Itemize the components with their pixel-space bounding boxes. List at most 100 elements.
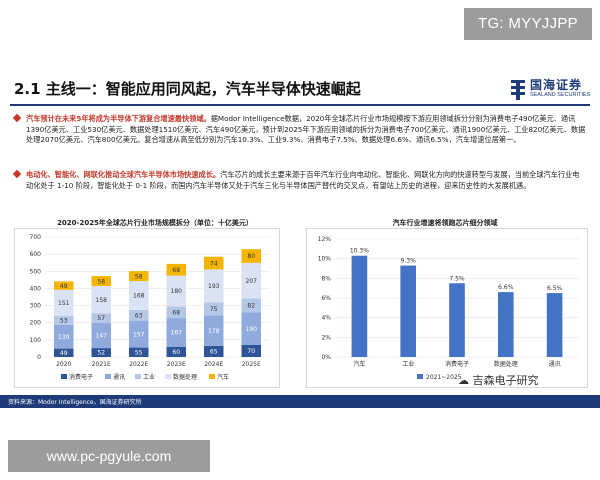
bar-segment bbox=[241, 312, 261, 345]
bar-segment bbox=[204, 269, 224, 303]
data-label: 168 bbox=[133, 293, 145, 300]
data-label: 178 bbox=[208, 328, 220, 335]
bar-segment bbox=[166, 275, 186, 307]
y-tick-label: 0% bbox=[321, 354, 331, 361]
data-label: 82 bbox=[247, 303, 255, 310]
y-tick-label: 700 bbox=[30, 234, 42, 241]
data-label: 75 bbox=[210, 306, 218, 313]
data-label: 139 bbox=[58, 334, 70, 341]
bar-segment bbox=[204, 345, 224, 357]
growth-bar-chart: 0% 2% 4% 6% 8% 10% 12% 10.3% 汽车 9.3% 工业 7.5% 消费电子 6.6… bbox=[318, 236, 579, 381]
legend-label: 数据处理 bbox=[173, 373, 197, 381]
x-tick-label: 数据处理 bbox=[494, 360, 518, 368]
chat-bubble-icon: ☁ bbox=[458, 374, 469, 387]
legend-swatch bbox=[417, 374, 423, 379]
bar-segment bbox=[54, 289, 74, 316]
y-tick-label: 500 bbox=[30, 268, 42, 275]
data-label: 49 bbox=[60, 350, 68, 357]
x-tick-label: 通讯 bbox=[549, 360, 561, 368]
y-tick-label: 4% bbox=[321, 315, 331, 322]
x-tick-label: 2025E bbox=[242, 361, 261, 368]
watermark-top: TG: MYYJJPP bbox=[464, 8, 592, 40]
x-tick-label: 2024E bbox=[204, 361, 223, 368]
paragraph-1-text: 据Modor Intelligence数据，2020年全球芯片行业市场规模按下游… bbox=[26, 114, 586, 145]
company-logo: 国海证券 SEALAND SECURITIES bbox=[510, 76, 596, 104]
bar-segment bbox=[54, 281, 74, 290]
legend-swatch bbox=[105, 374, 111, 379]
legend-swatch bbox=[209, 374, 215, 379]
data-label: 158 bbox=[96, 297, 108, 304]
data-label: 68 bbox=[172, 309, 180, 316]
data-label: 55 bbox=[135, 349, 143, 356]
header-divider bbox=[10, 104, 590, 106]
data-label: 147 bbox=[96, 333, 108, 340]
bar-segment bbox=[129, 309, 149, 321]
data-label: 7.5% bbox=[449, 275, 465, 282]
y-tick-label: 10% bbox=[318, 256, 332, 263]
data-label: 58 bbox=[135, 273, 143, 280]
bar-segment bbox=[91, 313, 111, 323]
y-tick-label: 100 bbox=[30, 337, 42, 344]
legend-label: 工业 bbox=[143, 373, 155, 381]
bar-segment bbox=[129, 320, 149, 348]
data-label: 180 bbox=[171, 288, 183, 295]
bar-segment bbox=[166, 306, 186, 319]
y-tick-label: 300 bbox=[30, 303, 42, 310]
bar bbox=[546, 293, 563, 357]
bar-segment bbox=[204, 256, 224, 270]
data-label: 52 bbox=[97, 350, 105, 357]
x-tick-label: 2021E bbox=[92, 361, 111, 368]
source-note: 资料来源：Modor Intelligence，国海证券研究所 bbox=[8, 399, 142, 406]
bar-segment bbox=[241, 249, 261, 263]
data-label: 157 bbox=[133, 331, 145, 338]
bar-segment bbox=[54, 348, 74, 357]
legend-label: 汽车 bbox=[217, 373, 229, 381]
bar-segment bbox=[166, 346, 186, 357]
y-tick-label: 8% bbox=[321, 275, 331, 282]
bar-segment bbox=[129, 271, 149, 282]
stacked-bar-chart: 0 100 200 300 400 500 600 700 49 139 53 151 49 2020 52… bbox=[30, 234, 270, 381]
bar-segment bbox=[129, 347, 149, 357]
bar-segment bbox=[91, 348, 111, 357]
bar-segment bbox=[204, 315, 224, 346]
chart-2-panel: 0% 2% 4% 6% 8% 10% 12% 10.3% 汽车 9.3% 工业 7.5% 消费电子 6.6… bbox=[306, 228, 588, 388]
bar bbox=[400, 265, 417, 357]
bar-segment bbox=[54, 315, 74, 325]
chart-1-panel: 0 100 200 300 400 500 600 700 49 139 53 151 49 2020 52… bbox=[14, 228, 280, 388]
data-label: 151 bbox=[58, 300, 70, 307]
bar bbox=[497, 292, 514, 357]
watermark-mid: ☁ 吉森电子研究 bbox=[458, 372, 539, 388]
bar-segment bbox=[91, 276, 111, 287]
logo-emblem-icon bbox=[511, 80, 525, 100]
data-label: 49 bbox=[60, 283, 68, 290]
legend-label: 通讯 bbox=[113, 373, 125, 381]
logo-name-en: SEALAND SECURITIES bbox=[530, 92, 591, 98]
data-label: 70 bbox=[247, 348, 255, 355]
y-tick-label: 0 bbox=[37, 354, 41, 361]
legend-swatch bbox=[61, 374, 67, 379]
data-label: 9.3% bbox=[401, 258, 417, 265]
data-label: 10.3% bbox=[350, 248, 369, 255]
legend-label: 2021~2025 bbox=[426, 374, 462, 381]
data-label: 65 bbox=[210, 349, 218, 356]
bar-segment bbox=[241, 345, 261, 357]
chart-2-title: 汽车行业增速将领跑芯片细分领域 bbox=[392, 219, 498, 227]
x-tick-label: 2023E bbox=[167, 361, 186, 368]
bar-segment bbox=[91, 322, 111, 349]
paragraph-1-highlight: 汽车预计在未来5年将成为半导体下游复合增速最快领域。 bbox=[26, 114, 211, 123]
bar-segment bbox=[129, 281, 149, 310]
y-tick-label: 600 bbox=[30, 251, 42, 258]
paragraph-2: 电动化、智能化、网联化推动全球汽车半导体市场快速成长。汽车芯片的成长主要来源于百… bbox=[12, 169, 586, 191]
paragraph-1: 汽车预计在未来5年将成为半导体下游复合增速最快领域。据Modor Intelli… bbox=[12, 113, 586, 146]
data-label: 207 bbox=[246, 278, 258, 285]
bar bbox=[351, 255, 368, 357]
logo-name-cn: 国海证券 bbox=[530, 78, 583, 92]
data-label: 63 bbox=[135, 312, 143, 319]
legend-swatch bbox=[135, 374, 141, 379]
x-tick-label: 汽车 bbox=[353, 360, 365, 368]
data-label: 68 bbox=[172, 267, 180, 274]
bar-segment bbox=[166, 318, 186, 347]
data-label: 74 bbox=[210, 260, 218, 267]
chart-1-title: 2020-2025年全球芯片行业市场规模拆分（单位：十亿美元） bbox=[57, 219, 253, 227]
bar-segment bbox=[204, 302, 224, 316]
